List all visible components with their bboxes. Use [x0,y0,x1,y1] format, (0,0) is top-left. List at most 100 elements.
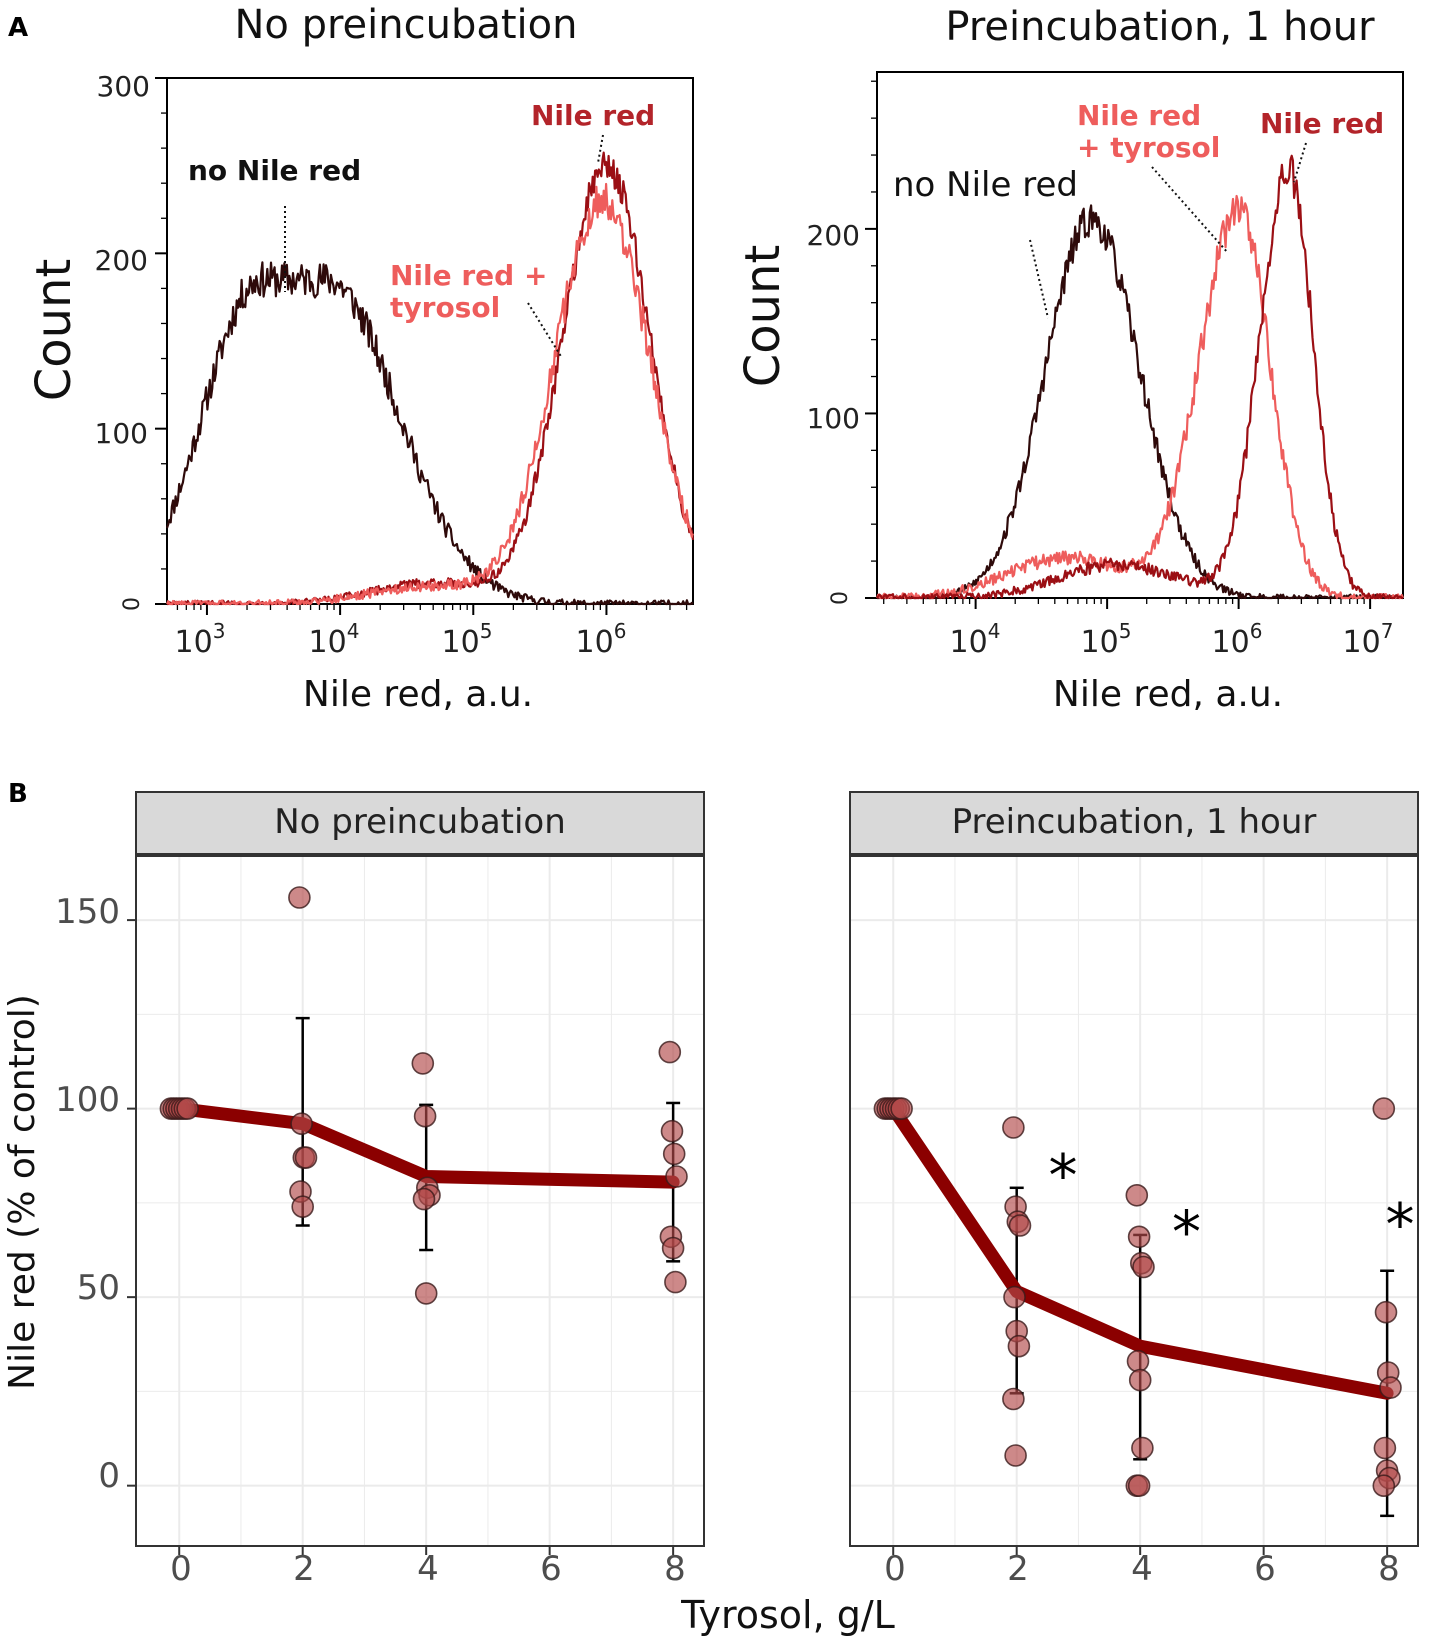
facet-left: No preincubation [127,791,705,1555]
data-point [294,1146,318,1169]
mean-line [886,1102,1394,1400]
x-tick-label: 6 [1254,1549,1276,1589]
facet-left-plot [127,855,705,1555]
significance-mark: * [1049,1141,1078,1209]
data-point [661,1236,685,1260]
facet-left-strip [135,791,705,855]
data-point [413,1104,437,1128]
y-tick-label: 0 [98,1456,120,1496]
facet-y-tick-labels: 0 50 100 150 [55,892,120,1496]
y-tick-label: 150 [55,892,120,932]
histogram-series-nile-red-tyrosol [875,194,1405,600]
histogram-left-y-tick-labels: 0 100 200 300 [95,70,150,611]
data-point [1373,1436,1397,1460]
scatter-x-axis-title: Tyrosol, g/L [680,1593,895,1637]
data-point [1374,1300,1398,1324]
mean-line [172,1102,680,1189]
histogram-left-series [165,151,695,606]
histogram-right-y-axis-title: Count [735,245,791,388]
facet-right-strip-label: Preincubation, 1 hour [952,802,1317,842]
data-point [414,1282,438,1305]
y-tick-label: 100 [807,402,860,435]
x-tick-label: 103 [175,619,226,660]
annotation-no-nile-red: no Nile red [893,165,1078,205]
y-tick-label: 50 [77,1268,120,1308]
data-point [1127,1225,1151,1249]
y-tick-label: 0 [120,597,145,611]
histogram-right-x-tick-labels: 104 105 106 107 [950,619,1394,660]
x-tick-label: 105 [442,619,493,660]
y-tick-label: 0 [828,591,853,605]
data-point [1126,1349,1150,1373]
histogram-left-frame [166,77,694,605]
significance-mark: * [1386,1190,1415,1258]
data-point [1379,1376,1402,1399]
facet-right: Preincubation, 1 hour * * * [849,791,1419,1555]
annotation-tyrosol: tyrosol [390,291,500,324]
x-tick-label: 107 [1343,619,1394,660]
histogram-left-title: No preincubation [234,2,577,48]
annotation-nile-red: Nile red [1260,107,1384,140]
annotation-leader [1151,166,1229,254]
data-point [664,1270,687,1294]
data-point [1131,1436,1154,1460]
facet-left-strip-label: No preincubation [274,802,566,842]
data-point [291,1195,315,1218]
x-tick-label: 106 [1212,619,1263,660]
x-tick-label: 4 [417,1549,439,1589]
facet-right-x-tick-labels: 0 2 4 6 8 [884,1549,1400,1589]
histogram-left-x-tick-labels: 103 104 105 106 [175,619,627,660]
data-point [1007,1334,1031,1358]
annotation-leader [1029,239,1049,319]
x-tick-label: 8 [664,1549,686,1589]
histogram-right-annotations: no Nile red Nile red + tyrosol Nile red [893,99,1384,319]
histogram-right-y-tick-labels: 0 100 200 [807,219,860,605]
annotation-nile-red-tyrosol-line2: + tyrosol [1077,131,1220,164]
annotation-no-nile-red: no Nile red [188,154,361,187]
x-tick-label: 104 [309,619,360,660]
histogram-series-no-nile-red [165,261,694,606]
x-tick-label: 6 [540,1549,562,1589]
x-tick-label: 105 [1081,619,1132,660]
x-tick-label: 0 [884,1549,906,1589]
data-point [412,1187,436,1211]
histogram-left-annotations: no Nile red Nile red Nile red + tyrosol [188,99,655,359]
panel-label-a: A [8,13,28,43]
x-tick-label: 4 [1131,1549,1153,1589]
histogram-series-no-nile-red [877,204,1404,600]
data-point [288,886,311,909]
histogram-right-ticks [865,80,1372,609]
histogram-left-y-axis-title: Count [26,259,82,402]
histogram-left-ticks [155,77,688,615]
x-tick-label: 104 [950,619,1001,660]
facet-right-plot: * * * [849,855,1419,1555]
annotation-leader [527,302,563,359]
histogram-right-series [875,154,1405,600]
data-point [411,1052,435,1075]
y-tick-label: 200 [807,219,860,252]
data-point [1125,1184,1149,1207]
facet-right-strip [849,791,1419,855]
data-point [890,1097,913,1120]
y-tick-label: 200 [95,244,148,277]
facet-frame [849,855,1419,1547]
histogram-left-x-axis-title: Nile red, a.u. [303,674,533,715]
scatter-y-axis-title: Nile red (% of control) [2,994,43,1390]
data-point [665,1165,688,1188]
histogram-series-nile-red-tyrosol [165,182,695,606]
annotation-nile-red: Nile red [531,99,655,132]
significance-mark: * [1172,1198,1201,1266]
x-tick-label: 2 [293,1549,315,1589]
histogram-left: No preincubation 0 100 200 300 103 104 1… [26,2,695,715]
data-point [1372,1474,1396,1497]
data-point [1372,1097,1396,1120]
y-tick-label: 300 [97,70,150,103]
data-point [1003,1285,1026,1309]
panel-label-b: B [8,779,28,809]
data-point [1132,1255,1155,1279]
annotation-nile-red-plus: Nile red + [390,259,547,292]
data-point [1127,1474,1151,1497]
data-point [176,1097,199,1120]
data-point [1128,1368,1152,1392]
